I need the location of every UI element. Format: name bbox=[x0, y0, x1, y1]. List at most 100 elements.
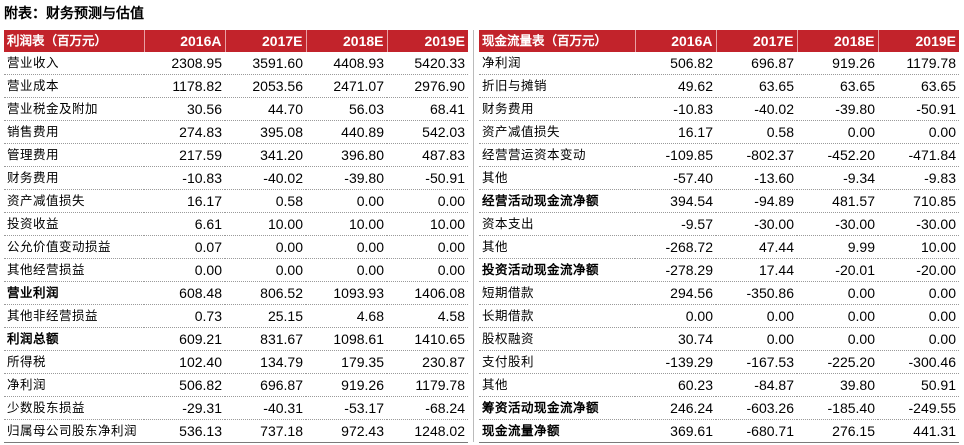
value-cell: 179.35 bbox=[306, 350, 387, 375]
page-title: 附表：财务预测与估值 bbox=[4, 6, 144, 22]
value-cell: -802.37 bbox=[716, 143, 797, 168]
value-cell: 1179.78 bbox=[878, 52, 959, 76]
value-cell: 542.03 bbox=[387, 120, 468, 145]
row-label: 其他 bbox=[479, 373, 635, 398]
value-cell: -30.00 bbox=[716, 212, 797, 237]
table-row: 投资活动现金流净额 -278.29 17.44 -20.01 -20.00 bbox=[479, 258, 959, 283]
table-row: 经营营运资本变动 -109.85 -802.37 -452.20 -471.84 bbox=[479, 143, 959, 168]
row-label: 投资活动现金流净额 bbox=[479, 258, 635, 283]
value-cell: -350.86 bbox=[716, 281, 797, 306]
table-row: 净利润 506.82 696.87 919.26 1179.78 bbox=[479, 52, 959, 76]
table-row: 其他经营损益 0.00 0.00 0.00 0.00 bbox=[4, 258, 468, 283]
value-cell: 102.40 bbox=[144, 350, 225, 375]
value-cell: 696.87 bbox=[225, 373, 306, 398]
table-row: 折旧与摊销 49.62 63.65 63.65 63.65 bbox=[479, 74, 959, 99]
value-cell: 608.48 bbox=[144, 281, 225, 306]
value-cell: 481.57 bbox=[797, 189, 878, 214]
value-cell: 0.00 bbox=[306, 235, 387, 260]
value-cell: 0.00 bbox=[225, 258, 306, 283]
value-cell: 0.00 bbox=[306, 189, 387, 214]
value-cell: 49.62 bbox=[635, 74, 716, 99]
value-cell: -680.71 bbox=[716, 419, 797, 444]
value-cell: 4408.93 bbox=[306, 52, 387, 76]
column-header-label: 利润表（百万元） bbox=[4, 30, 144, 53]
value-cell: 39.80 bbox=[797, 373, 878, 398]
table-row: 资本支出 -9.57 -30.00 -30.00 -30.00 bbox=[479, 212, 959, 237]
value-cell: 396.80 bbox=[306, 143, 387, 168]
value-cell: -249.55 bbox=[878, 396, 959, 421]
row-label: 公允价值变动损益 bbox=[4, 235, 144, 260]
value-cell: 609.21 bbox=[144, 327, 225, 352]
value-cell: 1248.02 bbox=[387, 419, 468, 444]
table-row: 利润总额 609.21 831.67 1098.61 1410.65 bbox=[4, 327, 468, 352]
value-cell: -40.02 bbox=[225, 166, 306, 191]
value-cell: -603.26 bbox=[716, 396, 797, 421]
value-cell: -30.00 bbox=[797, 212, 878, 237]
value-cell: -68.24 bbox=[387, 396, 468, 421]
row-label: 管理费用 bbox=[4, 143, 144, 168]
value-cell: -268.72 bbox=[635, 235, 716, 260]
value-cell: -20.00 bbox=[878, 258, 959, 283]
value-cell: -471.84 bbox=[878, 143, 959, 168]
value-cell: 10.00 bbox=[306, 212, 387, 237]
table-row: 支付股利 -139.29 -167.53 -225.20 -300.46 bbox=[479, 350, 959, 375]
cash-flow-table: 现金流量表（百万元） 2016A 2017E 2018E 2019E 净利润 50… bbox=[479, 30, 959, 444]
table-row: 营业成本 1178.82 2053.56 2471.07 2976.90 bbox=[4, 74, 468, 99]
value-cell: -109.85 bbox=[635, 143, 716, 168]
value-cell: 0.00 bbox=[878, 281, 959, 306]
table-row: 资产减值损失 16.17 0.58 0.00 0.00 bbox=[479, 120, 959, 145]
value-cell: 919.26 bbox=[306, 373, 387, 398]
value-cell: 0.00 bbox=[797, 327, 878, 352]
table-row: 经营活动现金流净额 394.54 -94.89 481.57 710.85 bbox=[479, 189, 959, 214]
value-cell: 10.00 bbox=[225, 212, 306, 237]
value-cell: -167.53 bbox=[716, 350, 797, 375]
value-cell: 2308.95 bbox=[144, 52, 225, 76]
table-body: 营业收入 2308.95 3591.60 4408.93 5420.33 营业成本 1178… bbox=[4, 52, 468, 444]
value-cell: 274.83 bbox=[144, 120, 225, 145]
value-cell: 394.54 bbox=[635, 189, 716, 214]
column-header-year: 2017E bbox=[224, 30, 306, 53]
table-row: 筹资活动现金流净额 246.24 -603.26 -185.40 -249.55 bbox=[479, 396, 959, 421]
value-cell: -29.31 bbox=[144, 396, 225, 421]
table-header-row: 现金流量表（百万元） 2016A 2017E 2018E 2019E bbox=[479, 30, 959, 53]
value-cell: 831.67 bbox=[225, 327, 306, 352]
table-row: 其他 -57.40 -13.60 -9.34 -9.83 bbox=[479, 166, 959, 191]
value-cell: 25.15 bbox=[225, 304, 306, 329]
value-cell: 2471.07 bbox=[306, 74, 387, 99]
value-cell: 506.82 bbox=[144, 373, 225, 398]
row-label: 净利润 bbox=[4, 373, 144, 398]
value-cell: 4.68 bbox=[306, 304, 387, 329]
table-row: 公允价值变动损益 0.07 0.00 0.00 0.00 bbox=[4, 235, 468, 260]
table-header-row: 利润表（百万元） 2016A 2017E 2018E 2019E bbox=[4, 30, 468, 53]
value-cell: -30.00 bbox=[878, 212, 959, 237]
value-cell: 294.56 bbox=[635, 281, 716, 306]
value-cell: -139.29 bbox=[635, 350, 716, 375]
value-cell: 1406.08 bbox=[387, 281, 468, 306]
table-row: 管理费用 217.59 341.20 396.80 487.83 bbox=[4, 143, 468, 168]
value-cell: 5420.33 bbox=[387, 52, 468, 76]
value-cell: 56.03 bbox=[306, 97, 387, 122]
column-header-year: 2016A bbox=[634, 30, 716, 53]
value-cell: 0.00 bbox=[716, 304, 797, 329]
table-row: 投资收益 6.61 10.00 10.00 10.00 bbox=[4, 212, 468, 237]
row-label: 现金流量净额 bbox=[479, 419, 635, 444]
value-cell: -40.31 bbox=[225, 396, 306, 421]
column-header-year: 2019E bbox=[386, 30, 468, 53]
value-cell: 0.00 bbox=[878, 327, 959, 352]
row-label: 长期借款 bbox=[479, 304, 635, 329]
value-cell: 536.13 bbox=[144, 419, 225, 444]
value-cell: 50.91 bbox=[878, 373, 959, 398]
table-row: 现金流量净额 369.61 -680.71 276.15 441.31 bbox=[479, 419, 959, 444]
value-cell: 0.00 bbox=[387, 235, 468, 260]
value-cell: 0.00 bbox=[878, 304, 959, 329]
value-cell: 30.56 bbox=[144, 97, 225, 122]
value-cell: -53.17 bbox=[306, 396, 387, 421]
value-cell: -300.46 bbox=[878, 350, 959, 375]
row-label: 营业收入 bbox=[4, 52, 144, 76]
value-cell: -10.83 bbox=[144, 166, 225, 191]
value-cell: 44.70 bbox=[225, 97, 306, 122]
column-header-year: 2017E bbox=[715, 30, 797, 53]
value-cell: -225.20 bbox=[797, 350, 878, 375]
value-cell: 2976.90 bbox=[387, 74, 468, 99]
value-cell: 63.65 bbox=[716, 74, 797, 99]
